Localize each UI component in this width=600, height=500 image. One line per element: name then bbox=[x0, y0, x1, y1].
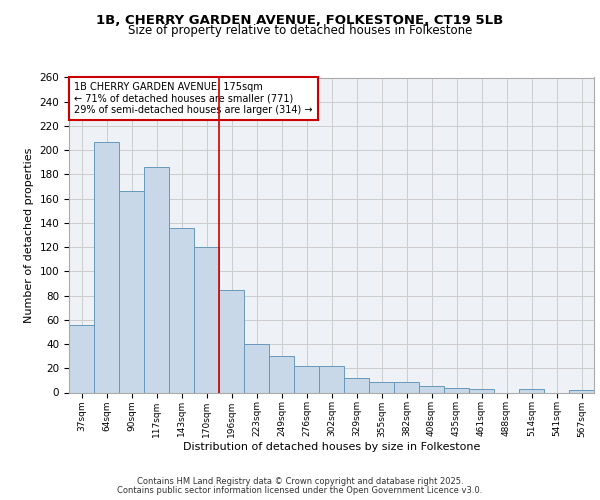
Bar bbox=[344, 378, 369, 392]
Bar bbox=[419, 386, 444, 392]
Bar bbox=[269, 356, 294, 393]
Bar bbox=[369, 382, 394, 392]
Text: Contains public sector information licensed under the Open Government Licence v3: Contains public sector information licen… bbox=[118, 486, 482, 495]
Bar bbox=[469, 389, 494, 392]
Bar bbox=[569, 390, 594, 392]
Bar bbox=[319, 366, 344, 392]
X-axis label: Distribution of detached houses by size in Folkestone: Distribution of detached houses by size … bbox=[183, 442, 480, 452]
Bar bbox=[169, 228, 194, 392]
Bar bbox=[194, 247, 219, 392]
Bar bbox=[244, 344, 269, 393]
Bar bbox=[119, 192, 144, 392]
Bar bbox=[69, 324, 94, 392]
Bar bbox=[394, 382, 419, 392]
Text: 1B CHERRY GARDEN AVENUE: 175sqm
← 71% of detached houses are smaller (771)
29% o: 1B CHERRY GARDEN AVENUE: 175sqm ← 71% of… bbox=[74, 82, 313, 116]
Bar bbox=[144, 167, 169, 392]
Text: Contains HM Land Registry data © Crown copyright and database right 2025.: Contains HM Land Registry data © Crown c… bbox=[137, 477, 463, 486]
Y-axis label: Number of detached properties: Number of detached properties bbox=[24, 148, 34, 322]
Bar bbox=[294, 366, 319, 392]
Bar bbox=[94, 142, 119, 392]
Bar bbox=[444, 388, 469, 392]
Bar bbox=[519, 389, 544, 392]
Text: Size of property relative to detached houses in Folkestone: Size of property relative to detached ho… bbox=[128, 24, 472, 37]
Bar bbox=[219, 290, 244, 393]
Text: 1B, CHERRY GARDEN AVENUE, FOLKESTONE, CT19 5LB: 1B, CHERRY GARDEN AVENUE, FOLKESTONE, CT… bbox=[97, 14, 503, 27]
